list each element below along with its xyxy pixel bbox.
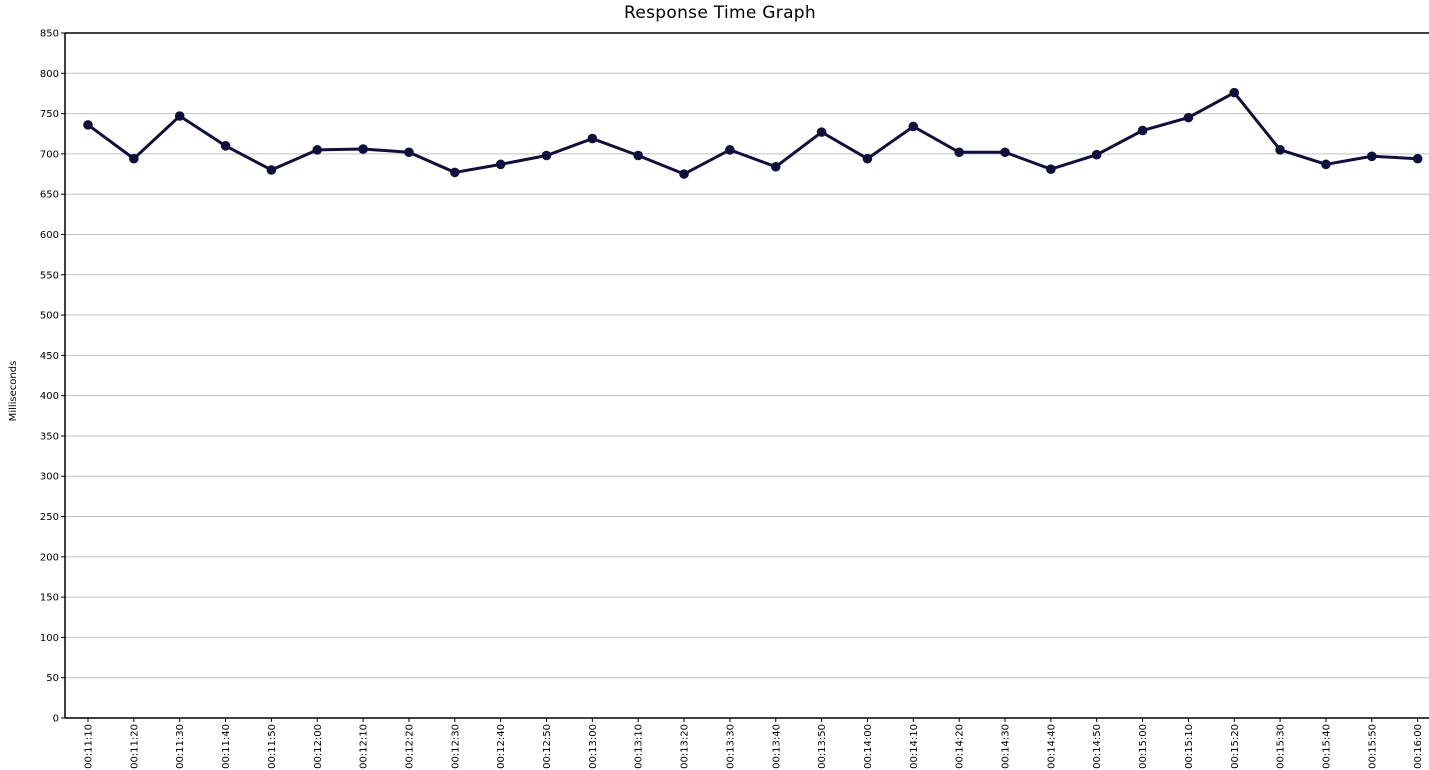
- data-point: [1367, 151, 1377, 162]
- axes: [61, 32, 1429, 722]
- x-tick-labels: 00:11:10 00:11:20 00:11:30 00:11:40 00:11:50…: [84, 724, 1425, 769]
- data-point: [1091, 149, 1102, 160]
- data-point: [679, 169, 689, 179]
- data-point: [954, 147, 964, 158]
- x-tick-label: 00:12:40: [496, 724, 507, 769]
- x-tick-label: 00:15:40: [1321, 724, 1332, 769]
- y-tick-label: 500: [40, 311, 59, 322]
- y-tick-label: 650: [40, 190, 59, 201]
- data-point: [541, 150, 552, 161]
- x-tick-label: 00:14:40: [1046, 724, 1057, 769]
- x-tick-label: 00:11:50: [267, 724, 278, 769]
- x-tick-label: 00:11:30: [175, 724, 186, 769]
- y-axis-label: Milliseconds: [8, 361, 19, 422]
- y-tick-labels: 0 50 100 150 200 250 300 350 400 450 500 550 600 650 7…: [40, 29, 59, 725]
- y-tick-label: 550: [40, 270, 59, 281]
- x-tick-label: 00:13:10: [634, 724, 645, 769]
- y-tick-label: 750: [40, 109, 59, 120]
- x-tick-label: 00:13:30: [725, 724, 736, 769]
- x-tick-label: 00:14:50: [1092, 724, 1103, 769]
- y-tick-label: 300: [40, 472, 59, 483]
- chart-title: Response Time Graph: [624, 3, 816, 23]
- y-tick-label: 800: [40, 69, 59, 80]
- x-tick-label: 00:12:20: [404, 724, 415, 769]
- data-point: [587, 133, 598, 144]
- y-tick-label: 350: [40, 431, 59, 442]
- data-point: [816, 127, 827, 137]
- data-point: [770, 161, 781, 172]
- y-tick-label: 200: [40, 552, 59, 563]
- y-tick-label: 50: [46, 673, 59, 684]
- x-tick-label: 00:13:00: [588, 724, 599, 769]
- data-point: [404, 147, 414, 158]
- y-tick-label: 600: [40, 230, 59, 241]
- x-tick-label: 00:11:10: [84, 724, 95, 769]
- data-point: [725, 145, 735, 155]
- data-point: [358, 144, 368, 154]
- data-point: [495, 159, 506, 170]
- x-tick-label: 00:16:00: [1413, 724, 1424, 769]
- data-point: [450, 167, 460, 178]
- x-tick-label: 00:12:50: [542, 724, 553, 769]
- data-point: [1000, 147, 1010, 158]
- y-tick-label: 150: [40, 593, 59, 604]
- data-point: [1046, 164, 1056, 174]
- x-tick-label: 00:15:10: [1184, 724, 1195, 769]
- data-point: [1321, 159, 1331, 170]
- y-tick-label: 450: [40, 351, 59, 362]
- x-tick-label: 00:14:30: [1001, 724, 1012, 769]
- data-point: [266, 165, 277, 175]
- x-tick-label: 00:14:10: [909, 724, 920, 769]
- data-point: [1275, 145, 1285, 155]
- data-point: [1412, 153, 1423, 164]
- x-tick-label: 00:15:50: [1367, 724, 1378, 769]
- y-tick-label: 0: [53, 714, 59, 725]
- data-point: [312, 145, 323, 155]
- y-tick-label: 700: [40, 149, 59, 160]
- y-tick-label: 850: [40, 29, 59, 40]
- data-point: [1137, 125, 1148, 136]
- x-tick-label: 00:13:40: [771, 724, 782, 769]
- x-tick-label: 00:13:20: [680, 724, 691, 769]
- x-tick-label: 00:14:00: [863, 724, 874, 769]
- x-tick-label: 00:12:10: [359, 724, 370, 769]
- x-tick-label: 00:15:00: [1138, 724, 1149, 769]
- data-point: [908, 121, 919, 132]
- y-tick-label: 100: [40, 633, 59, 644]
- x-tick-label: 00:12:00: [313, 724, 324, 769]
- series-line: [87, 90, 1418, 176]
- data-point: [174, 111, 185, 121]
- x-tick-label: 00:14:20: [955, 724, 966, 769]
- x-tick-label: 00:11:20: [129, 724, 140, 769]
- data-point: [633, 150, 643, 161]
- series-response-time: [83, 87, 1423, 179]
- x-tick-label: 00:11:40: [221, 724, 232, 769]
- data-point: [1229, 87, 1240, 98]
- data-point: [129, 153, 139, 164]
- data-point: [862, 153, 873, 164]
- x-tick-label: 00:15:20: [1230, 724, 1241, 769]
- data-point: [83, 120, 93, 130]
- data-point: [220, 141, 231, 151]
- x-tick-label: 00:15:30: [1276, 724, 1287, 769]
- y-tick-label: 250: [40, 512, 59, 523]
- data-point: [1183, 112, 1194, 123]
- x-tick-label: 00:12:30: [450, 724, 461, 769]
- y-tick-label: 400: [40, 391, 59, 402]
- x-tick-label: 00:13:50: [817, 724, 828, 769]
- gridlines: [65, 72, 1429, 679]
